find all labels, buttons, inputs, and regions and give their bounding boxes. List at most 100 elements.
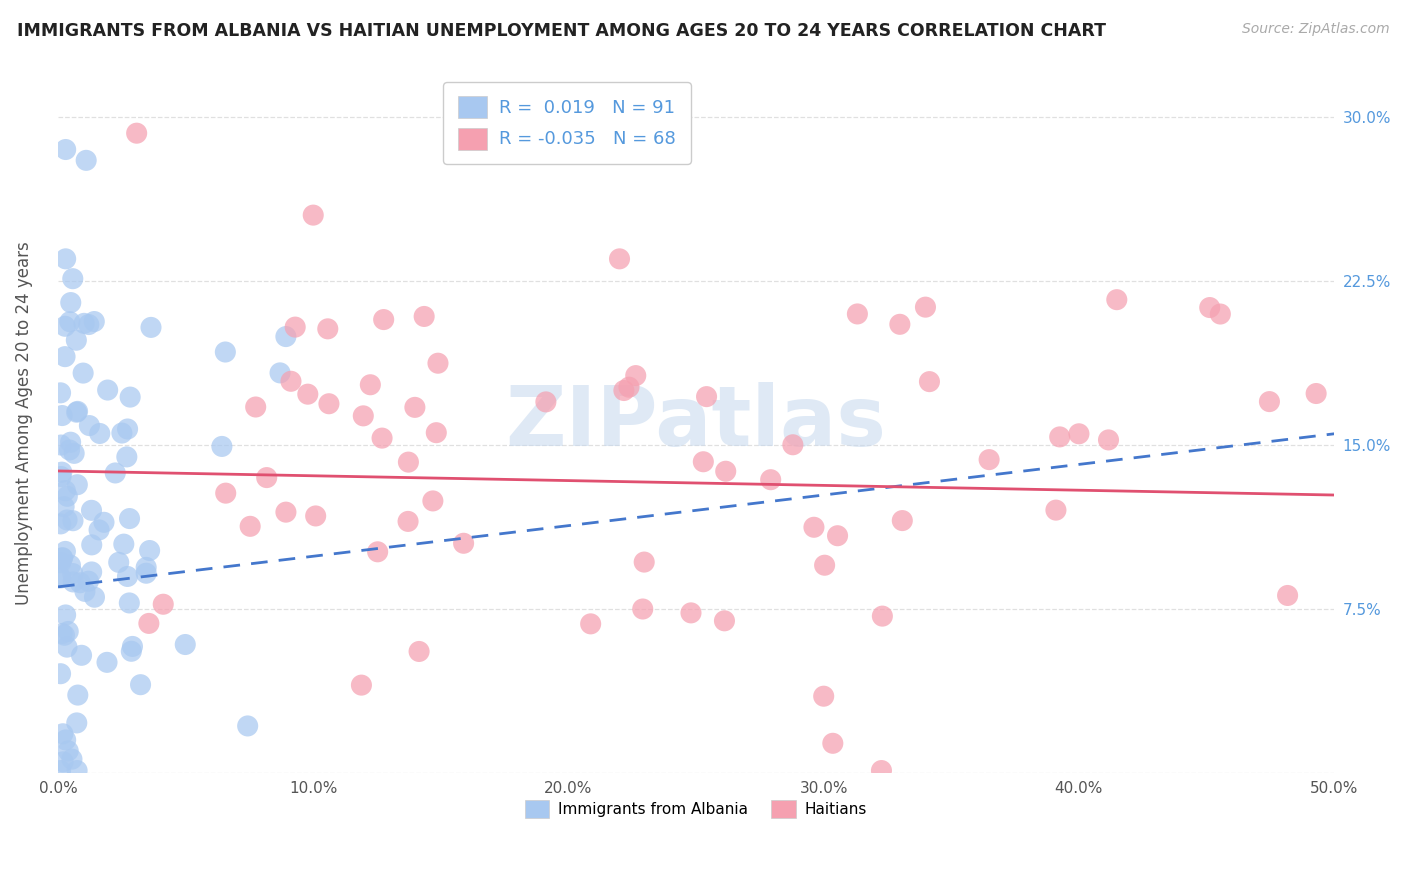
Point [371,431,394,445]
Point [359,377,381,392]
Point [66,688,89,702]
Point [66,477,89,491]
Point [55,607,77,622]
Point [979,452,1001,467]
Point [1045,503,1067,517]
Point [59,435,82,450]
Point [53,628,76,642]
Point [236,719,259,733]
Point [821,736,844,750]
Point [367,545,389,559]
Point [696,390,718,404]
Point [73,317,96,331]
Point [138,616,160,631]
Point [1198,301,1220,315]
Point [51,626,73,640]
Point [49,556,72,570]
Point [55,483,77,498]
Point [453,536,475,550]
Point [51,465,73,479]
Point [49,764,72,778]
Point [918,375,941,389]
Point [1209,307,1232,321]
Point [83,591,105,605]
Point [759,473,782,487]
Point [89,426,111,441]
Point [1049,430,1071,444]
Point [59,558,82,573]
Point [51,409,73,423]
Point [79,418,101,433]
Point [692,455,714,469]
Point [59,295,82,310]
Point [280,374,302,388]
Point [56,489,79,503]
Point [121,640,143,654]
Text: ZIPatlas: ZIPatlas [506,383,887,463]
Point [284,320,307,334]
Point [891,514,914,528]
Point [77,318,100,332]
Point [49,571,72,585]
Point [269,366,291,380]
Point [211,439,233,453]
Point [104,466,127,480]
Point [63,446,86,460]
Point [51,550,73,565]
Point [49,385,72,400]
Point [215,486,238,500]
Point [422,494,444,508]
Point [80,538,103,552]
Point [214,345,236,359]
Point [62,566,84,581]
Point [55,733,77,747]
Point [245,400,267,414]
Point [425,425,447,440]
Point [609,252,631,266]
Point [120,390,142,404]
Point [58,624,80,639]
Point [115,450,138,464]
Point [152,597,174,611]
Point [427,356,450,370]
Point [117,422,139,436]
Point [87,523,110,537]
Point [120,644,142,658]
Point [713,614,735,628]
Point [66,404,89,418]
Point [352,409,374,423]
Point [69,575,91,590]
Point [256,470,278,484]
Point [679,606,702,620]
Point [714,464,737,478]
Point [274,329,297,343]
Point [66,764,89,778]
Point [1277,589,1299,603]
Point [870,764,893,778]
Point [73,584,96,599]
Point [1105,293,1128,307]
Point [118,596,141,610]
Point [404,401,426,415]
Point [58,442,80,457]
Point [579,616,602,631]
Point [617,380,640,394]
Point [52,755,75,769]
Point [534,395,557,409]
Point [782,438,804,452]
Point [59,315,82,329]
Point [70,648,93,663]
Point [846,307,869,321]
Point [138,543,160,558]
Point [318,397,340,411]
Text: Source: ZipAtlas.com: Source: ZipAtlas.com [1241,22,1389,37]
Point [129,678,152,692]
Point [97,383,120,397]
Point [53,350,76,364]
Point [316,322,339,336]
Point [408,644,430,658]
Point [1067,426,1090,441]
Point [56,513,79,527]
Point [803,520,825,534]
Point [62,514,84,528]
